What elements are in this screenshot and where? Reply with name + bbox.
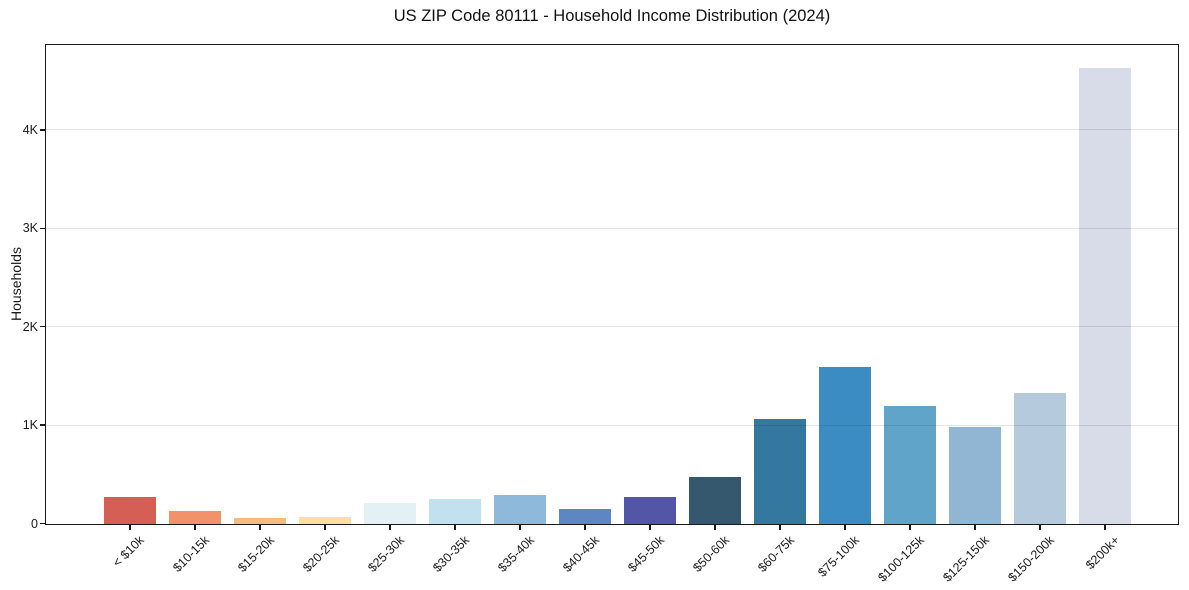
x-tick bbox=[1039, 525, 1041, 530]
x-tick-label: $45-50k bbox=[625, 533, 667, 575]
x-tick bbox=[389, 525, 391, 530]
x-tick bbox=[649, 525, 651, 530]
x-tick bbox=[584, 525, 586, 530]
bar bbox=[493, 494, 546, 524]
bar bbox=[688, 476, 741, 524]
y-tick bbox=[39, 522, 45, 525]
bar bbox=[753, 419, 806, 524]
bar bbox=[883, 405, 936, 524]
x-tick bbox=[259, 525, 261, 530]
x-tick bbox=[844, 525, 846, 530]
plot-area bbox=[45, 44, 1179, 525]
x-tick-label: $30-35k bbox=[430, 533, 472, 575]
x-tick bbox=[974, 525, 976, 530]
x-tick-label: $75-100k bbox=[815, 533, 862, 580]
y-axis-label: Households bbox=[8, 247, 24, 321]
chart-title: US ZIP Code 80111 - Household Income Dis… bbox=[393, 7, 831, 25]
x-tick-label: $20-25k bbox=[300, 533, 342, 575]
y-tick-label: 1K bbox=[22, 418, 38, 433]
x-tick bbox=[194, 525, 196, 530]
bar bbox=[1013, 393, 1066, 524]
y-tick bbox=[39, 326, 45, 328]
x-tick-label: $200k+ bbox=[1082, 533, 1122, 573]
x-tick-label: $35-40k bbox=[495, 533, 537, 575]
y-tick-label: 3K bbox=[22, 221, 38, 236]
x-tick bbox=[454, 525, 456, 530]
grid-line bbox=[46, 227, 1178, 229]
bar bbox=[948, 426, 1001, 524]
x-tick-label: $50-60k bbox=[690, 533, 732, 575]
bar bbox=[168, 511, 221, 524]
x-tick-label: $125-150k bbox=[940, 533, 992, 585]
y-tick bbox=[39, 424, 45, 426]
x-tick bbox=[324, 525, 326, 530]
grid-line bbox=[46, 129, 1178, 131]
x-tick-label: $25-30k bbox=[365, 533, 407, 575]
bar bbox=[428, 498, 481, 524]
y-tick bbox=[39, 227, 45, 229]
x-tick-label: $60-75k bbox=[755, 533, 797, 575]
bar bbox=[623, 497, 676, 524]
x-tick bbox=[519, 525, 521, 530]
bar bbox=[298, 516, 351, 524]
bar bbox=[558, 509, 611, 524]
bar bbox=[1078, 67, 1131, 524]
x-tick bbox=[714, 525, 716, 530]
bar bbox=[233, 518, 286, 524]
x-tick bbox=[1104, 525, 1106, 530]
grid-line bbox=[46, 424, 1178, 426]
x-tick-label: $10-15k bbox=[170, 533, 212, 575]
y-tick-label: 0 bbox=[31, 516, 38, 531]
x-tick-label: $40-45k bbox=[560, 533, 602, 575]
x-tick-label: $100-125k bbox=[875, 533, 927, 585]
bar bbox=[363, 502, 416, 524]
y-tick-label: 2K bbox=[22, 319, 38, 334]
x-tick-label: $15-20k bbox=[235, 533, 277, 575]
x-tick-label: < $10k bbox=[110, 533, 147, 570]
grid-line bbox=[46, 326, 1178, 328]
x-tick bbox=[909, 525, 911, 530]
bar bbox=[818, 367, 871, 524]
y-tick bbox=[39, 129, 45, 131]
x-tick-label: $150-200k bbox=[1005, 533, 1057, 585]
bar bbox=[103, 496, 156, 524]
x-tick bbox=[129, 525, 131, 530]
x-tick bbox=[779, 525, 781, 530]
y-tick-label: 4K bbox=[22, 122, 38, 137]
